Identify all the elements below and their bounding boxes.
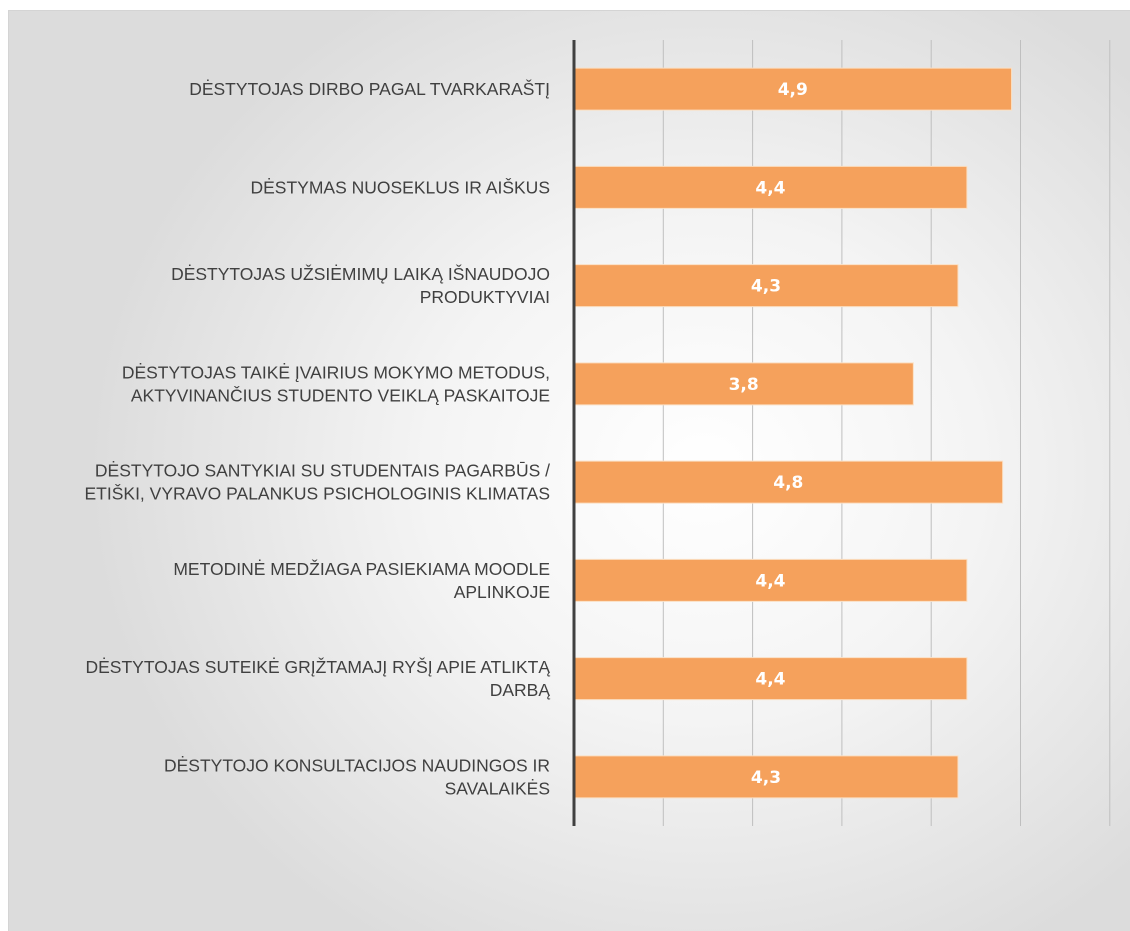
value-label-6: 4,4 xyxy=(755,571,785,591)
category-label-5: DĖSTYTOJO SANTYKIAI SU STUDENTAIS PAGARB… xyxy=(85,461,551,504)
value-label-4: 3,8 xyxy=(729,375,759,395)
bar-1 xyxy=(573,67,1013,111)
category-label-7: DĖSTYTOJAS SUTEIKĖ GRĮŽTAMAJĮ RYŠĮ APIE … xyxy=(85,656,550,700)
value-label-5: 4,8 xyxy=(773,473,803,493)
category-label-8: DĖSTYTOJO KONSULTACIJOS NAUDINGOS IR SAVA… xyxy=(164,755,550,798)
value-label-8: 4,3 xyxy=(751,768,781,788)
bar-3 xyxy=(573,264,959,308)
category-label-4: DĖSTYTOJAS TAIKĖ ĮVAIRIUS MOKYMO METODUS… xyxy=(122,362,550,405)
bar-6 xyxy=(573,558,968,602)
bar-5 xyxy=(573,460,1004,504)
category-label-2: DĖSTYMAS NUOSEKLUS IR AIŠKUS xyxy=(250,176,550,197)
value-label-3: 4,3 xyxy=(751,277,781,297)
bar-8 xyxy=(573,755,959,799)
value-label-1: 4,9 xyxy=(778,80,808,100)
value-label-7: 4,4 xyxy=(755,670,785,690)
category-label-3: DĖSTYTOJAS UŽSIĖMIMŲ LAIKĄ IŠNAUDOJO PROD… xyxy=(171,263,550,307)
bar-2 xyxy=(573,165,968,209)
value-label-2: 4,4 xyxy=(755,178,785,198)
category-label-1: DĖSTYTOJAS DIRBO PAGAL TVARKARAŠTĮ xyxy=(189,78,550,99)
bar-4 xyxy=(573,362,914,406)
category-label-6: METODINĖ MEDŽIAGA PASIEKIAMA MOODLE APLIN… xyxy=(173,559,550,602)
